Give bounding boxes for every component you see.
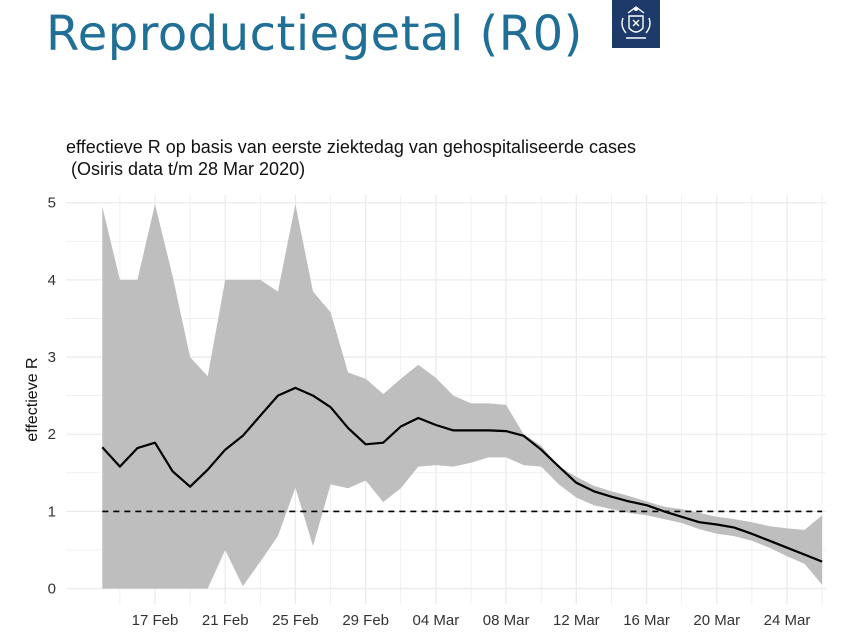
x-tick-label: 29 Feb: [342, 612, 389, 629]
x-tick-label: 12 Mar: [553, 612, 600, 629]
slide-title: Reproductiegetal (R0): [46, 6, 583, 62]
x-tick-label: 21 Feb: [202, 612, 249, 629]
y-axis-title: effectieve R: [24, 357, 41, 441]
confidence-ribbon: [102, 204, 823, 589]
y-tick-label: 5: [48, 195, 56, 212]
y-tick-label: 0: [48, 581, 56, 598]
x-tick-label: 04 Mar: [413, 612, 460, 629]
chart-subtitle: (Osiris data t/m 28 Mar 2020): [66, 159, 306, 179]
x-tick-label: 24 Mar: [764, 612, 811, 629]
rijksoverheid-logo: [612, 0, 660, 48]
x-tick-label: 08 Mar: [483, 612, 530, 629]
y-tick-label: 4: [48, 272, 56, 289]
y-tick-label: 3: [48, 349, 56, 366]
y-tick-labels: 0 1 2 3 4 5: [48, 195, 56, 598]
y-tick-label: 1: [48, 503, 56, 520]
chart-title: effectieve R op basis van eerste ziekted…: [66, 136, 636, 180]
x-tick-label: 16 Mar: [623, 612, 670, 629]
y-tick-label: 2: [48, 426, 56, 443]
chart-title-main: effectieve R op basis van eerste ziekted…: [66, 137, 637, 157]
x-tick-label: 25 Feb: [272, 612, 319, 629]
x-tick-labels: 17 Feb 21 Feb 25 Feb 29 Feb 04 Mar 08 Mar 12 M…: [132, 612, 811, 629]
x-tick-label: 20 Mar: [693, 612, 740, 629]
r-estimate-line: [101, 386, 823, 563]
x-tick-label: 17 Feb: [132, 612, 179, 629]
